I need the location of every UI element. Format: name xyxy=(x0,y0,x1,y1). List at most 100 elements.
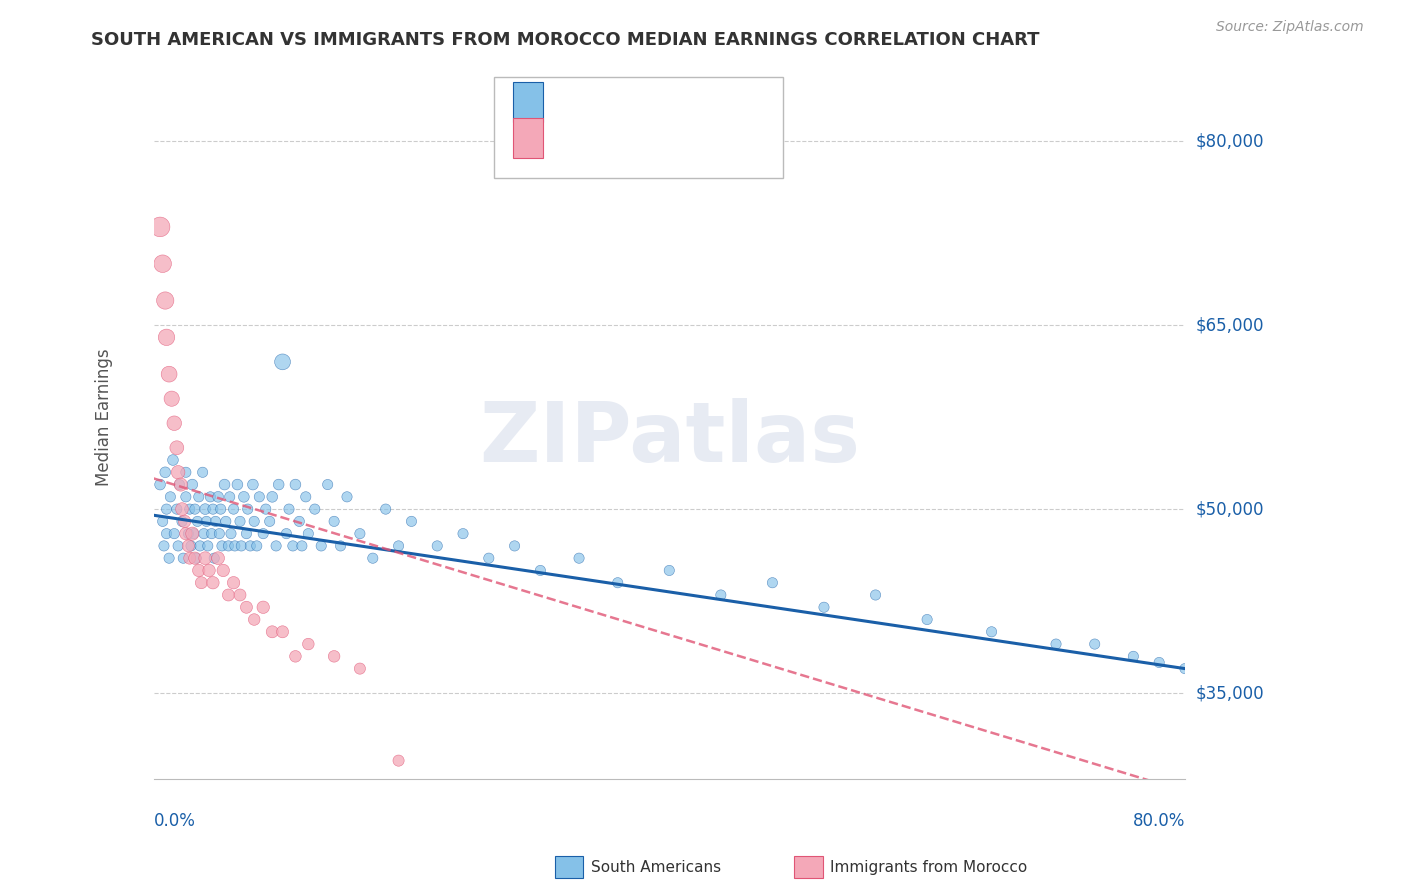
Point xyxy=(209,502,232,516)
Point xyxy=(264,539,287,553)
Point xyxy=(202,551,225,566)
Point xyxy=(214,477,236,491)
Point xyxy=(271,355,294,369)
Point xyxy=(304,502,326,516)
Point xyxy=(194,551,217,566)
Point xyxy=(236,502,259,516)
FancyBboxPatch shape xyxy=(513,82,544,122)
Point xyxy=(187,490,209,504)
Point xyxy=(276,526,298,541)
Point xyxy=(187,564,209,578)
Point xyxy=(201,575,224,590)
Point xyxy=(172,551,194,566)
Point xyxy=(152,515,174,529)
Point xyxy=(174,465,197,479)
Text: -0.164: -0.164 xyxy=(602,93,661,112)
Point xyxy=(323,649,346,664)
Point xyxy=(217,539,239,553)
Point xyxy=(387,754,409,768)
Point xyxy=(195,515,218,529)
Point xyxy=(183,526,205,541)
Point xyxy=(297,637,319,651)
Point xyxy=(179,551,201,566)
Point xyxy=(204,515,226,529)
Point xyxy=(361,551,384,566)
Point xyxy=(153,539,176,553)
Point xyxy=(174,526,197,541)
Text: 37: 37 xyxy=(721,129,749,147)
Point xyxy=(915,613,938,627)
Point xyxy=(980,624,1002,639)
Point xyxy=(177,526,200,541)
Point xyxy=(155,293,177,308)
Text: N =: N = xyxy=(676,129,713,147)
Point xyxy=(200,490,222,504)
Text: 114: 114 xyxy=(721,93,755,112)
Point xyxy=(246,539,269,553)
Point xyxy=(288,515,311,529)
Point xyxy=(323,515,346,529)
Point xyxy=(207,490,229,504)
Point xyxy=(401,515,423,529)
Text: 0.0%: 0.0% xyxy=(153,812,195,830)
Text: Median Earnings: Median Earnings xyxy=(96,348,112,486)
Point xyxy=(1084,637,1107,651)
Point xyxy=(184,551,207,566)
Point xyxy=(155,465,177,479)
Point xyxy=(193,526,215,541)
Point xyxy=(173,515,195,529)
Text: ZIPatlas: ZIPatlas xyxy=(479,399,860,479)
Point xyxy=(211,539,233,553)
Point xyxy=(149,477,172,491)
Point xyxy=(1147,656,1170,670)
Point xyxy=(163,416,186,430)
Point xyxy=(188,539,211,553)
Point xyxy=(374,502,396,516)
Point xyxy=(190,575,212,590)
Point xyxy=(201,526,224,541)
Point xyxy=(198,564,221,578)
Point xyxy=(1122,649,1144,664)
Point xyxy=(167,465,190,479)
Point xyxy=(252,526,274,541)
Point xyxy=(201,502,224,516)
Point xyxy=(155,330,177,344)
Point xyxy=(478,551,501,566)
Text: $35,000: $35,000 xyxy=(1195,684,1264,702)
Point xyxy=(242,477,264,491)
Point xyxy=(174,490,197,504)
Text: Immigrants from Morocco: Immigrants from Morocco xyxy=(830,860,1026,874)
Point xyxy=(813,600,835,615)
Point xyxy=(157,551,180,566)
Point xyxy=(219,526,242,541)
Point xyxy=(181,526,204,541)
Point xyxy=(212,564,235,578)
Point xyxy=(284,649,307,664)
Point xyxy=(229,588,252,602)
Point xyxy=(235,600,257,615)
Point xyxy=(278,502,301,516)
Point xyxy=(426,539,449,553)
Point xyxy=(297,526,319,541)
Point xyxy=(152,257,174,271)
Point xyxy=(284,477,307,491)
Point xyxy=(658,564,681,578)
Point xyxy=(262,624,284,639)
Point xyxy=(267,477,290,491)
Text: -0.285: -0.285 xyxy=(602,129,661,147)
Point xyxy=(155,526,177,541)
Point xyxy=(336,490,359,504)
Point xyxy=(166,441,188,455)
Text: $80,000: $80,000 xyxy=(1195,132,1264,150)
Point xyxy=(222,502,245,516)
Point xyxy=(606,575,628,590)
Point xyxy=(186,515,208,529)
Point xyxy=(159,490,181,504)
Point xyxy=(179,502,201,516)
Point xyxy=(291,539,314,553)
Point xyxy=(316,477,339,491)
Text: $50,000: $50,000 xyxy=(1195,500,1264,518)
Point xyxy=(1045,637,1067,651)
Point xyxy=(568,551,591,566)
Point xyxy=(451,526,474,541)
